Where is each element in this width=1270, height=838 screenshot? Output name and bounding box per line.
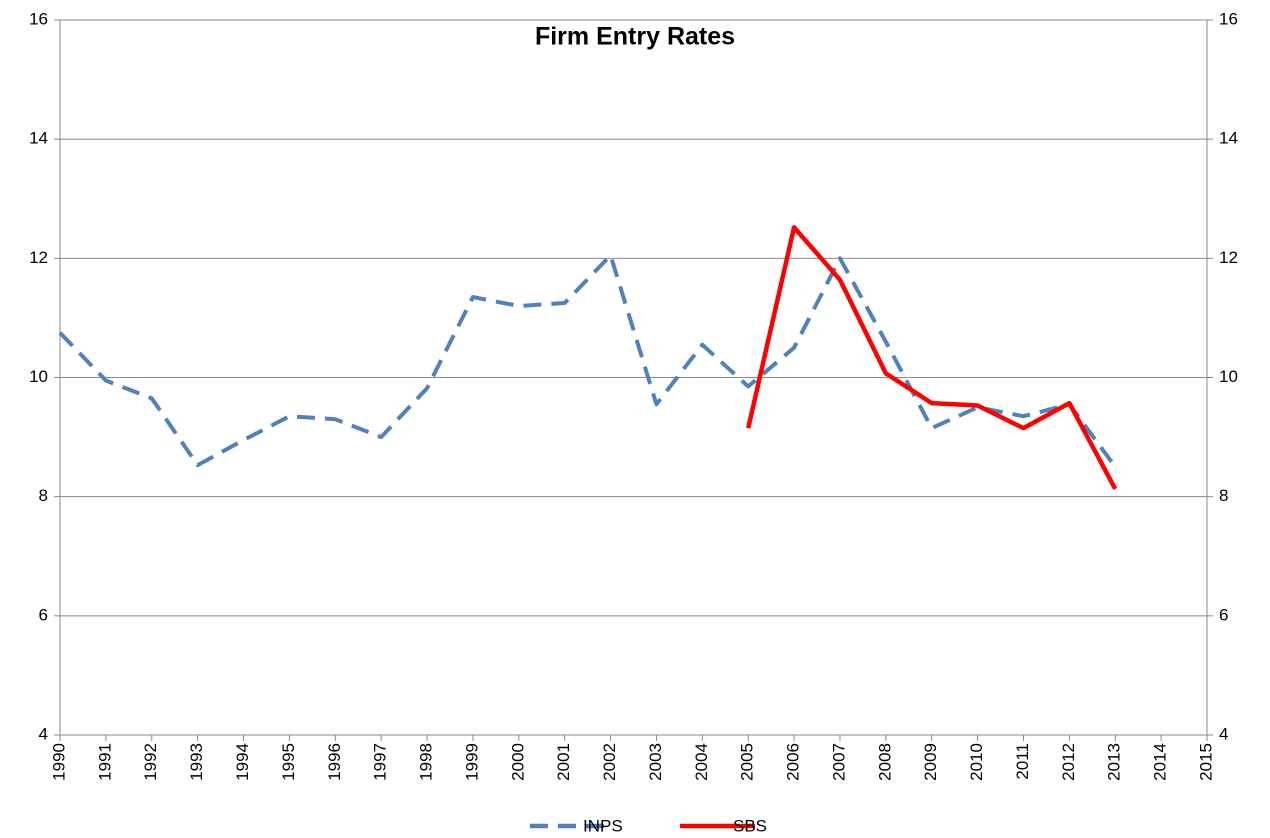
x-tick-label: 1991 [95,743,114,781]
x-tick-label: 2015 [1196,743,1215,781]
x-tick-label: 1994 [233,743,252,781]
x-tick-label: 1998 [417,743,436,781]
y-tick-label: 4 [39,724,48,743]
x-tick-label: 2012 [1059,743,1078,781]
line-series [58,253,1117,469]
x-tick-label: 1990 [49,743,68,781]
legend-label: INPS [583,816,623,835]
y-tick-label: 6 [39,605,48,624]
y2-tick-label: 6 [1219,605,1228,624]
x-tick-label: 2004 [692,743,711,781]
x-tick-label: 2001 [554,743,573,781]
x-tick-label: 1993 [187,743,206,781]
y2-tick-label: 14 [1219,129,1238,148]
y-tick-label: 14 [29,129,48,148]
y2-tick-label: 16 [1219,9,1238,28]
x-tick-label: 2002 [600,743,619,781]
y-tick-label: 12 [29,248,48,267]
x-tick-label: 2009 [921,743,940,781]
x-tick-label: 2000 [508,743,527,781]
x-tick-label: 2008 [875,743,894,781]
line-series [746,225,1118,490]
x-tick-label: 1992 [141,743,160,781]
y2-tick-label: 10 [1219,367,1238,386]
y2-tick-label: 8 [1219,486,1228,505]
x-tick-label: 1996 [325,743,344,781]
chart-title: Firm Entry Rates [535,23,735,51]
y-tick-label: 10 [29,367,48,386]
x-tick-label: 2005 [738,743,757,781]
y-tick-label: 16 [29,9,48,28]
x-tick-label: 2014 [1151,743,1170,781]
x-tick-label: 2007 [829,743,848,781]
x-tick-label: 1997 [371,743,390,781]
x-tick-label: 2013 [1105,743,1124,781]
y-tick-label: 8 [39,486,48,505]
y2-tick-label: 4 [1219,724,1228,743]
y2-tick-label: 12 [1219,248,1238,267]
x-tick-label: 2010 [967,743,986,781]
x-tick-label: 1995 [279,743,298,781]
x-tick-label: 1999 [462,743,481,781]
legend-label: SBS [733,816,767,835]
x-tick-label: 2011 [1013,743,1032,780]
x-tick-label: 2006 [784,743,803,781]
x-tick-label: 2003 [646,743,665,781]
